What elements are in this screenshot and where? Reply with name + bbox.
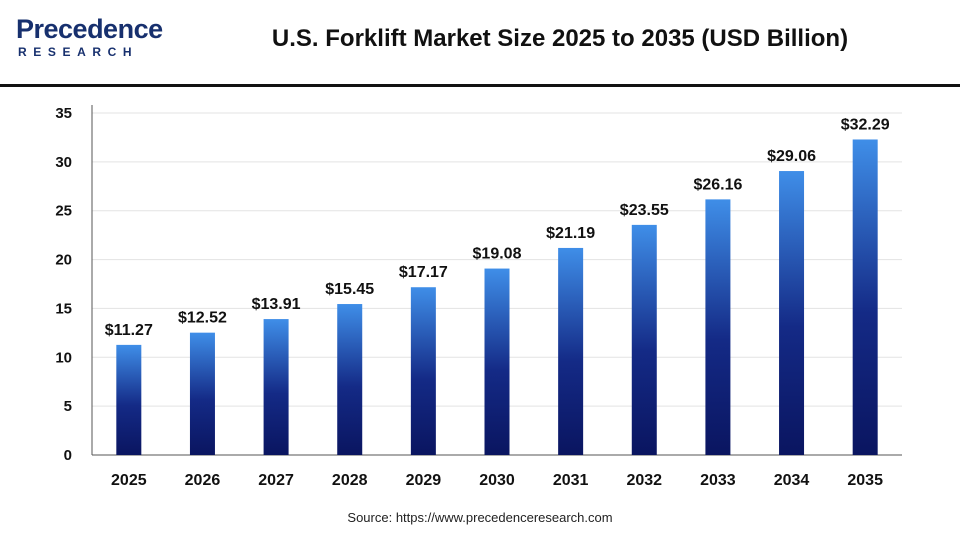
bar-value-label: $29.06 xyxy=(767,148,816,165)
bar-value-label: $11.27 xyxy=(105,322,153,339)
bar xyxy=(116,344,142,455)
bar xyxy=(263,319,289,455)
bar xyxy=(631,224,657,455)
bar-value-label: $19.08 xyxy=(473,246,522,263)
bar-value-label: $26.16 xyxy=(693,176,742,193)
x-tick-label: 2029 xyxy=(406,472,442,489)
x-tick-label: 2031 xyxy=(553,472,589,489)
source-note: Source: https://www.precedenceresearch.c… xyxy=(347,510,613,525)
y-tick-label: 25 xyxy=(55,203,72,220)
y-tick-label: 5 xyxy=(64,398,72,415)
brand-logo: Precedence RESEARCH xyxy=(16,14,166,64)
bar-value-label: $32.29 xyxy=(841,116,890,133)
bar xyxy=(558,247,584,455)
x-tick-label: 2025 xyxy=(111,472,147,489)
y-tick-label: 10 xyxy=(55,349,72,366)
x-tick-label: 2027 xyxy=(258,472,294,489)
bar xyxy=(705,199,731,455)
bar xyxy=(779,171,805,455)
gridlines xyxy=(92,112,902,407)
x-tick-label: 2035 xyxy=(847,472,883,489)
bar-value-label: $17.17 xyxy=(399,264,448,281)
y-tick-label: 15 xyxy=(55,300,72,317)
y-tick-label: 35 xyxy=(55,105,72,122)
logo-wordmark: Precedence xyxy=(16,14,163,44)
x-tick-label: 2033 xyxy=(700,472,736,489)
x-tick-label: 2030 xyxy=(479,472,515,489)
bar-value-label: $23.55 xyxy=(620,202,669,219)
bar-value-label: $15.45 xyxy=(325,281,374,298)
logo-subtitle: RESEARCH xyxy=(18,45,139,59)
bars xyxy=(116,139,878,455)
x-tick-label: 2028 xyxy=(332,472,368,489)
bar xyxy=(337,304,363,455)
y-tick-label: 30 xyxy=(55,154,72,171)
bar xyxy=(189,332,215,455)
chart-title: U.S. Forklift Market Size 2025 to 2035 (… xyxy=(271,25,849,52)
y-tick-label: 20 xyxy=(55,252,72,269)
x-tick-label: 2032 xyxy=(626,472,662,489)
bar xyxy=(410,287,436,455)
bar-value-label: $21.19 xyxy=(546,225,595,242)
bar xyxy=(852,139,878,455)
y-tick-label: 0 xyxy=(64,447,72,464)
x-tick-label: 2034 xyxy=(774,472,810,489)
x-tick-label: 2026 xyxy=(185,472,221,489)
bar-value-label: $13.91 xyxy=(252,296,301,313)
header: Precedence RESEARCH U.S. Forklift Market… xyxy=(0,0,960,84)
header-divider xyxy=(0,84,960,87)
bar xyxy=(484,268,510,455)
data-labels: $11.27 $12.52 $13.91 $15.45 $17.17 $19.08 $21.… xyxy=(105,116,890,338)
bar-value-label: $12.52 xyxy=(178,310,227,327)
